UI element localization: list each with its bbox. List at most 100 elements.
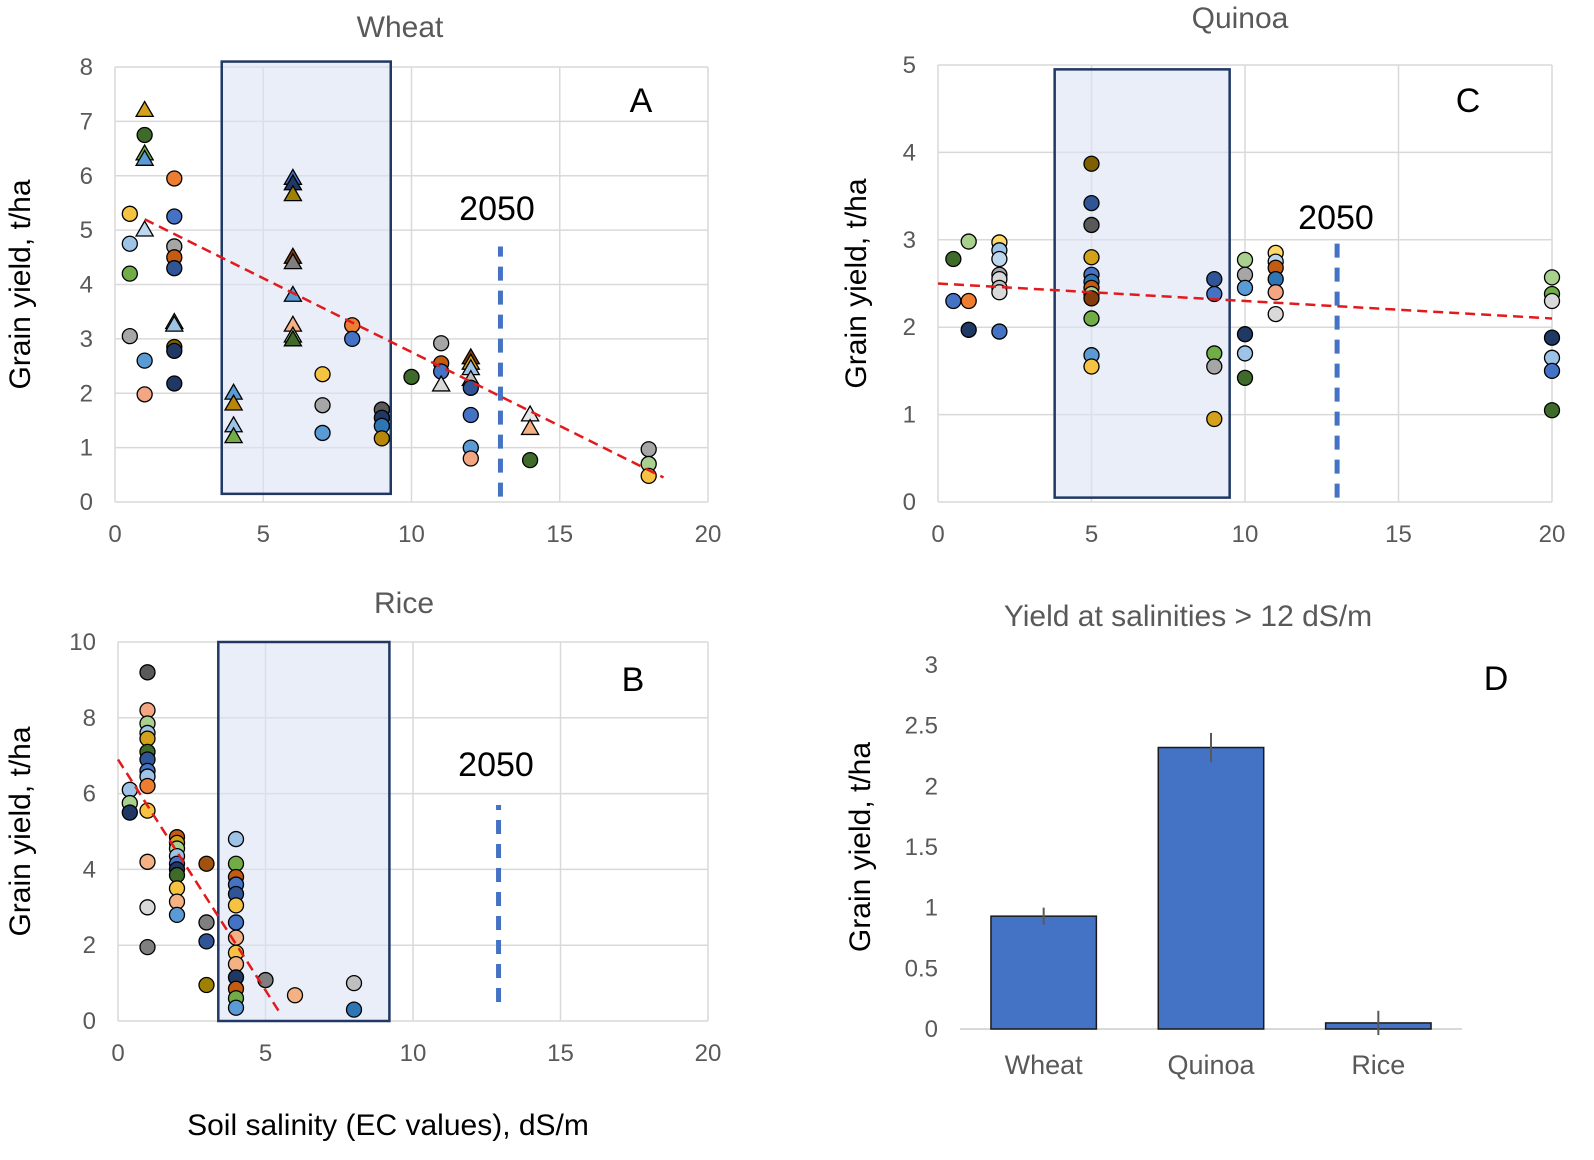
data-point-circle xyxy=(139,899,156,916)
data-point-circle xyxy=(1206,285,1223,303)
data-point-circle xyxy=(1236,251,1254,269)
panel-letter: D xyxy=(1484,660,1509,698)
data-point-circle xyxy=(1236,369,1254,387)
panel-wheat: 0 1 2 3 4 5 6 7 8 0 5 10 15 20 2050 Wheat A Grain yield, … xyxy=(4,11,721,548)
highlight-box xyxy=(220,60,392,496)
x-tick-label: 15 xyxy=(546,521,573,548)
x-tick-label: 10 xyxy=(1232,521,1259,548)
data-point-circle xyxy=(960,292,977,310)
category-label: Wheat xyxy=(1005,1050,1084,1080)
data-point-triangle xyxy=(134,100,155,117)
highlight-box xyxy=(1053,68,1231,499)
data-point-circle xyxy=(139,777,156,795)
y-tick-label: 8 xyxy=(83,705,96,732)
y-tick-label: 4 xyxy=(83,856,96,883)
trendline xyxy=(116,758,282,1015)
year-2050-label: 2050 xyxy=(458,746,534,784)
data-point-circle xyxy=(1206,358,1223,375)
data-point-circle xyxy=(1543,402,1561,419)
y-axis-label: Grain yield, t/ha xyxy=(844,742,877,952)
x-tick-label: 20 xyxy=(1539,521,1566,548)
data-point-circle xyxy=(139,938,156,956)
data-point-circle xyxy=(960,233,977,250)
data-point-circle xyxy=(1083,155,1100,172)
y-tick-label: 0 xyxy=(80,489,93,516)
data-point-triangle xyxy=(134,149,155,166)
y-tick-label: 2 xyxy=(83,932,96,959)
data-point-circle xyxy=(1267,284,1284,301)
y-tick-label: 2.5 xyxy=(905,713,938,740)
data-point-circle xyxy=(345,974,363,992)
data-point-circle xyxy=(166,208,183,225)
panel-yield-bar-chart: 0 0.5 1 1.5 2 2.5 3 Wheat Quinoa Rice Yield at sal… xyxy=(844,600,1508,1080)
shared-x-axis-label: Soil salinity (EC values), dS/m xyxy=(187,1109,589,1142)
x-tick-label: 15 xyxy=(1385,521,1412,548)
data-point-circle xyxy=(1083,290,1100,307)
x-tick-label: 10 xyxy=(398,521,425,548)
data-point-circle xyxy=(1083,194,1100,212)
y-tick-label: 5 xyxy=(903,52,916,79)
data-point-circle xyxy=(1083,216,1100,234)
data-point-circle xyxy=(521,451,539,469)
year-2050-label: 2050 xyxy=(459,190,535,228)
data-point-circle xyxy=(286,987,304,1004)
y-tick-label: 4 xyxy=(903,139,916,166)
chart-title: Rice xyxy=(374,587,434,620)
data-point-circle xyxy=(198,976,215,994)
y-axis-label: Grain yield, t/ha xyxy=(4,179,37,389)
data-point-circle xyxy=(166,375,183,392)
y-tick-label: 3 xyxy=(903,227,916,254)
data-point-circle xyxy=(166,260,183,277)
trendline xyxy=(937,282,1553,320)
data-point-circle xyxy=(403,368,420,386)
data-point-triangle xyxy=(223,393,244,411)
data-point-circle xyxy=(136,126,153,144)
x-tick-label: 20 xyxy=(695,1040,722,1067)
data-point-circle xyxy=(121,804,138,821)
panel-letter: A xyxy=(630,82,653,120)
data-point-circle xyxy=(462,379,479,396)
data-point-circle xyxy=(1083,249,1100,266)
data-point-circle xyxy=(198,914,215,931)
data-point-circle xyxy=(1236,345,1254,362)
panel-letter: C xyxy=(1456,82,1481,120)
data-point-circle xyxy=(121,235,138,252)
data-point-circle xyxy=(227,999,245,1016)
x-tick-label: 5 xyxy=(259,1040,272,1067)
data-point-circle xyxy=(1206,270,1223,288)
data-point-circle xyxy=(1206,410,1223,428)
data-point-circle xyxy=(198,933,215,950)
y-tick-label: 10 xyxy=(69,629,96,656)
data-points xyxy=(121,100,657,485)
data-point-circle xyxy=(139,853,156,870)
data-point-circle xyxy=(121,205,138,222)
data-point-triangle xyxy=(164,314,184,332)
y-tick-label: 6 xyxy=(83,781,96,808)
data-points xyxy=(121,664,363,1018)
data-point-triangle xyxy=(223,426,244,444)
year-2050-label: 2050 xyxy=(1298,199,1374,237)
data-point-circle xyxy=(1543,329,1561,346)
data-point-circle xyxy=(1543,292,1561,310)
data-point-circle xyxy=(991,323,1008,340)
data-point-circle xyxy=(960,321,977,338)
chart-title: Yield at salinities > 12 dS/m xyxy=(1004,600,1372,633)
y-tick-label: 2 xyxy=(80,380,93,407)
y-tick-label: 3 xyxy=(80,326,93,353)
highlight-box xyxy=(217,640,391,1023)
data-point-circle xyxy=(945,250,962,268)
data-point-circle xyxy=(640,441,657,458)
data-point-circle xyxy=(462,406,479,424)
data-point-circle xyxy=(168,906,186,924)
y-tick-label: 5 xyxy=(80,217,93,244)
y-tick-label: 8 xyxy=(80,54,93,81)
data-point-circle xyxy=(198,855,215,872)
data-point-triangle xyxy=(520,418,540,436)
y-tick-label: 7 xyxy=(80,108,93,135)
y-tick-label: 0.5 xyxy=(905,955,938,982)
y-tick-label: 3 xyxy=(925,652,938,679)
data-point-circle xyxy=(314,424,331,442)
data-point-circle xyxy=(345,1001,363,1018)
data-point-circle xyxy=(136,386,153,403)
y-tick-label: 0 xyxy=(903,489,916,516)
